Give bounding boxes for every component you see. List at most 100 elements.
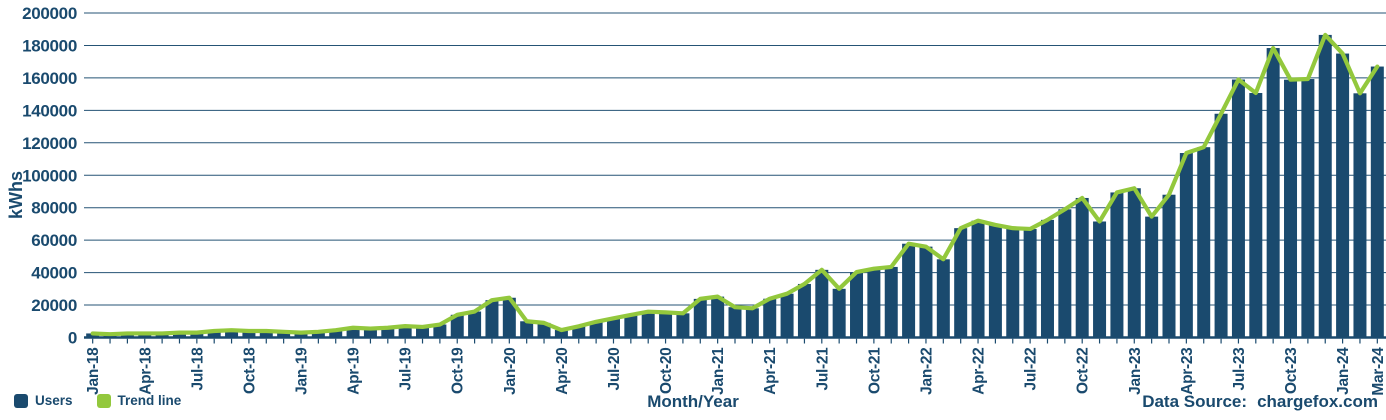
x-axis-title: Month/Year (647, 392, 739, 411)
bar-Jan-19 (294, 332, 308, 338)
x-tick-label-Jul-18: Jul-18 (189, 347, 206, 391)
bar-May-23 (1197, 147, 1211, 338)
bar-Nov-19 (468, 311, 482, 338)
bar-Aug-23 (1249, 92, 1263, 338)
bar-Aug-21 (832, 288, 846, 338)
bar-Aug-18 (207, 331, 221, 338)
bar-Feb-21 (728, 307, 742, 338)
bar-Jan-24 (1336, 53, 1350, 338)
x-tick-label-Jan-19: Jan-19 (294, 347, 311, 395)
y-tick-label-140000: 140000 (22, 101, 77, 120)
bar-Jul-23 (1231, 79, 1245, 338)
bar-Aug-20 (624, 314, 638, 338)
x-tick-label-Oct-22: Oct-22 (1075, 348, 1092, 394)
bar-Jan-20 (502, 297, 516, 338)
bar-Mar-19 (329, 330, 343, 338)
bar-Sep-23 (1266, 48, 1280, 338)
legend-label-trend: Trend line (117, 393, 182, 408)
x-tick-label-Oct-19: Oct-19 (450, 347, 467, 394)
legend-label-users: Users (35, 393, 73, 408)
data-source-label: Data Source: (1142, 392, 1248, 411)
bar-Mar-22 (954, 228, 968, 338)
bar-Oct-21 (867, 268, 881, 338)
bar-Sep-19 (433, 324, 447, 338)
bar-Jan-21 (711, 296, 725, 338)
month-tick-marks (92, 338, 1378, 344)
bar-Jul-22 (1023, 228, 1037, 338)
x-tick-label-Apr-18: Apr-18 (137, 347, 154, 395)
x-tick-label-Apr-22: Apr-22 (971, 348, 988, 395)
y-tick-label-100000: 100000 (22, 166, 77, 185)
bar-Oct-18 (242, 331, 256, 338)
bar-Apr-21 (763, 298, 777, 338)
bar-Jul-18 (190, 332, 204, 338)
y-tick-label-60000: 60000 (31, 231, 77, 250)
bar-Sep-22 (1058, 209, 1072, 338)
bar-Nov-18 (259, 331, 273, 338)
bar-Jun-20 (589, 321, 603, 338)
bar-Oct-22 (1075, 197, 1089, 338)
bar-May-20 (572, 326, 586, 338)
bar-Sep-20 (641, 311, 655, 338)
bar-Oct-23 (1284, 79, 1298, 338)
bar-Oct-19 (450, 314, 464, 338)
bars-users (86, 34, 1384, 338)
bar-Aug-19 (416, 326, 430, 338)
bar-Feb-20 (520, 321, 534, 338)
bar-Mar-20 (537, 322, 551, 338)
x-tick-label-Oct-20: Oct-20 (658, 348, 675, 394)
bar-Dec-19 (485, 300, 499, 338)
bar-Nov-20 (676, 313, 690, 338)
bar-Sep-18 (225, 330, 239, 338)
bar-Jun-21 (797, 283, 811, 338)
bar-Oct-20 (659, 312, 673, 338)
bar-May-22 (988, 224, 1002, 338)
y-tick-label-0: 0 (68, 329, 77, 348)
bar-Jan-22 (919, 246, 933, 338)
x-tick-label-Jul-23: Jul-23 (1231, 347, 1248, 391)
bar-Aug-22 (1040, 219, 1054, 338)
x-tick-label-Apr-21: Apr-21 (762, 347, 779, 395)
y-tick-label-80000: 80000 (31, 199, 77, 218)
legend-swatch-users (14, 393, 28, 408)
trend-line (90, 32, 1380, 337)
y-tick-label-160000: 160000 (22, 69, 77, 88)
x-tick-label-Jul-21: Jul-21 (814, 347, 831, 391)
bar-Dec-21 (902, 243, 916, 338)
x-tick-label-Apr-19: Apr-19 (346, 347, 363, 395)
bar-Jul-20 (606, 318, 620, 338)
bar-Apr-19 (346, 327, 360, 338)
bar-Nov-23 (1301, 79, 1315, 338)
bar-Nov-21 (884, 266, 898, 338)
bar-Mar-21 (745, 308, 759, 338)
x-tick-label-Apr-20: Apr-20 (554, 348, 571, 395)
x-tick-label-Jul-20: Jul-20 (606, 348, 623, 391)
x-tick-label-Mar-24: Mar-24 (1370, 347, 1386, 396)
bar-May-21 (780, 293, 794, 338)
bar-Mar-24 (1370, 66, 1384, 338)
x-tick-label-Jan-23: Jan-23 (1127, 347, 1144, 395)
bar-Dec-23 (1318, 34, 1332, 338)
bar-Jun-19 (381, 327, 395, 338)
bar-Jun-22 (1006, 228, 1020, 338)
bar-Jul-21 (815, 269, 829, 338)
bar-Feb-22 (936, 259, 950, 338)
bar-Mar-23 (1162, 194, 1176, 338)
x-tick-label-Oct-21: Oct-21 (866, 347, 883, 394)
y-axis-title: kWhs (6, 171, 26, 220)
bar-Feb-19 (311, 331, 325, 338)
bar-Sep-21 (850, 272, 864, 338)
y-tick-label-20000: 20000 (31, 296, 77, 315)
y-tick-labels: 0 20000 40000 60000 80000 100000 120000 140000 1… (22, 4, 77, 348)
x-tick-label-Jan-21: Jan-21 (710, 347, 727, 395)
x-tick-label-Jan-20: Jan-20 (502, 348, 519, 395)
bar-Feb-24 (1353, 93, 1367, 338)
x-tick-label-Jan-22: Jan-22 (918, 348, 935, 395)
gridlines (84, 12, 1386, 306)
x-tick-label-Apr-23: Apr-23 (1179, 347, 1196, 395)
x-tick-label-Jul-19: Jul-19 (398, 347, 415, 391)
y-tick-label-40000: 40000 (31, 264, 77, 283)
y-tick-label-200000: 200000 (22, 4, 77, 23)
bar-Apr-20 (554, 330, 568, 338)
